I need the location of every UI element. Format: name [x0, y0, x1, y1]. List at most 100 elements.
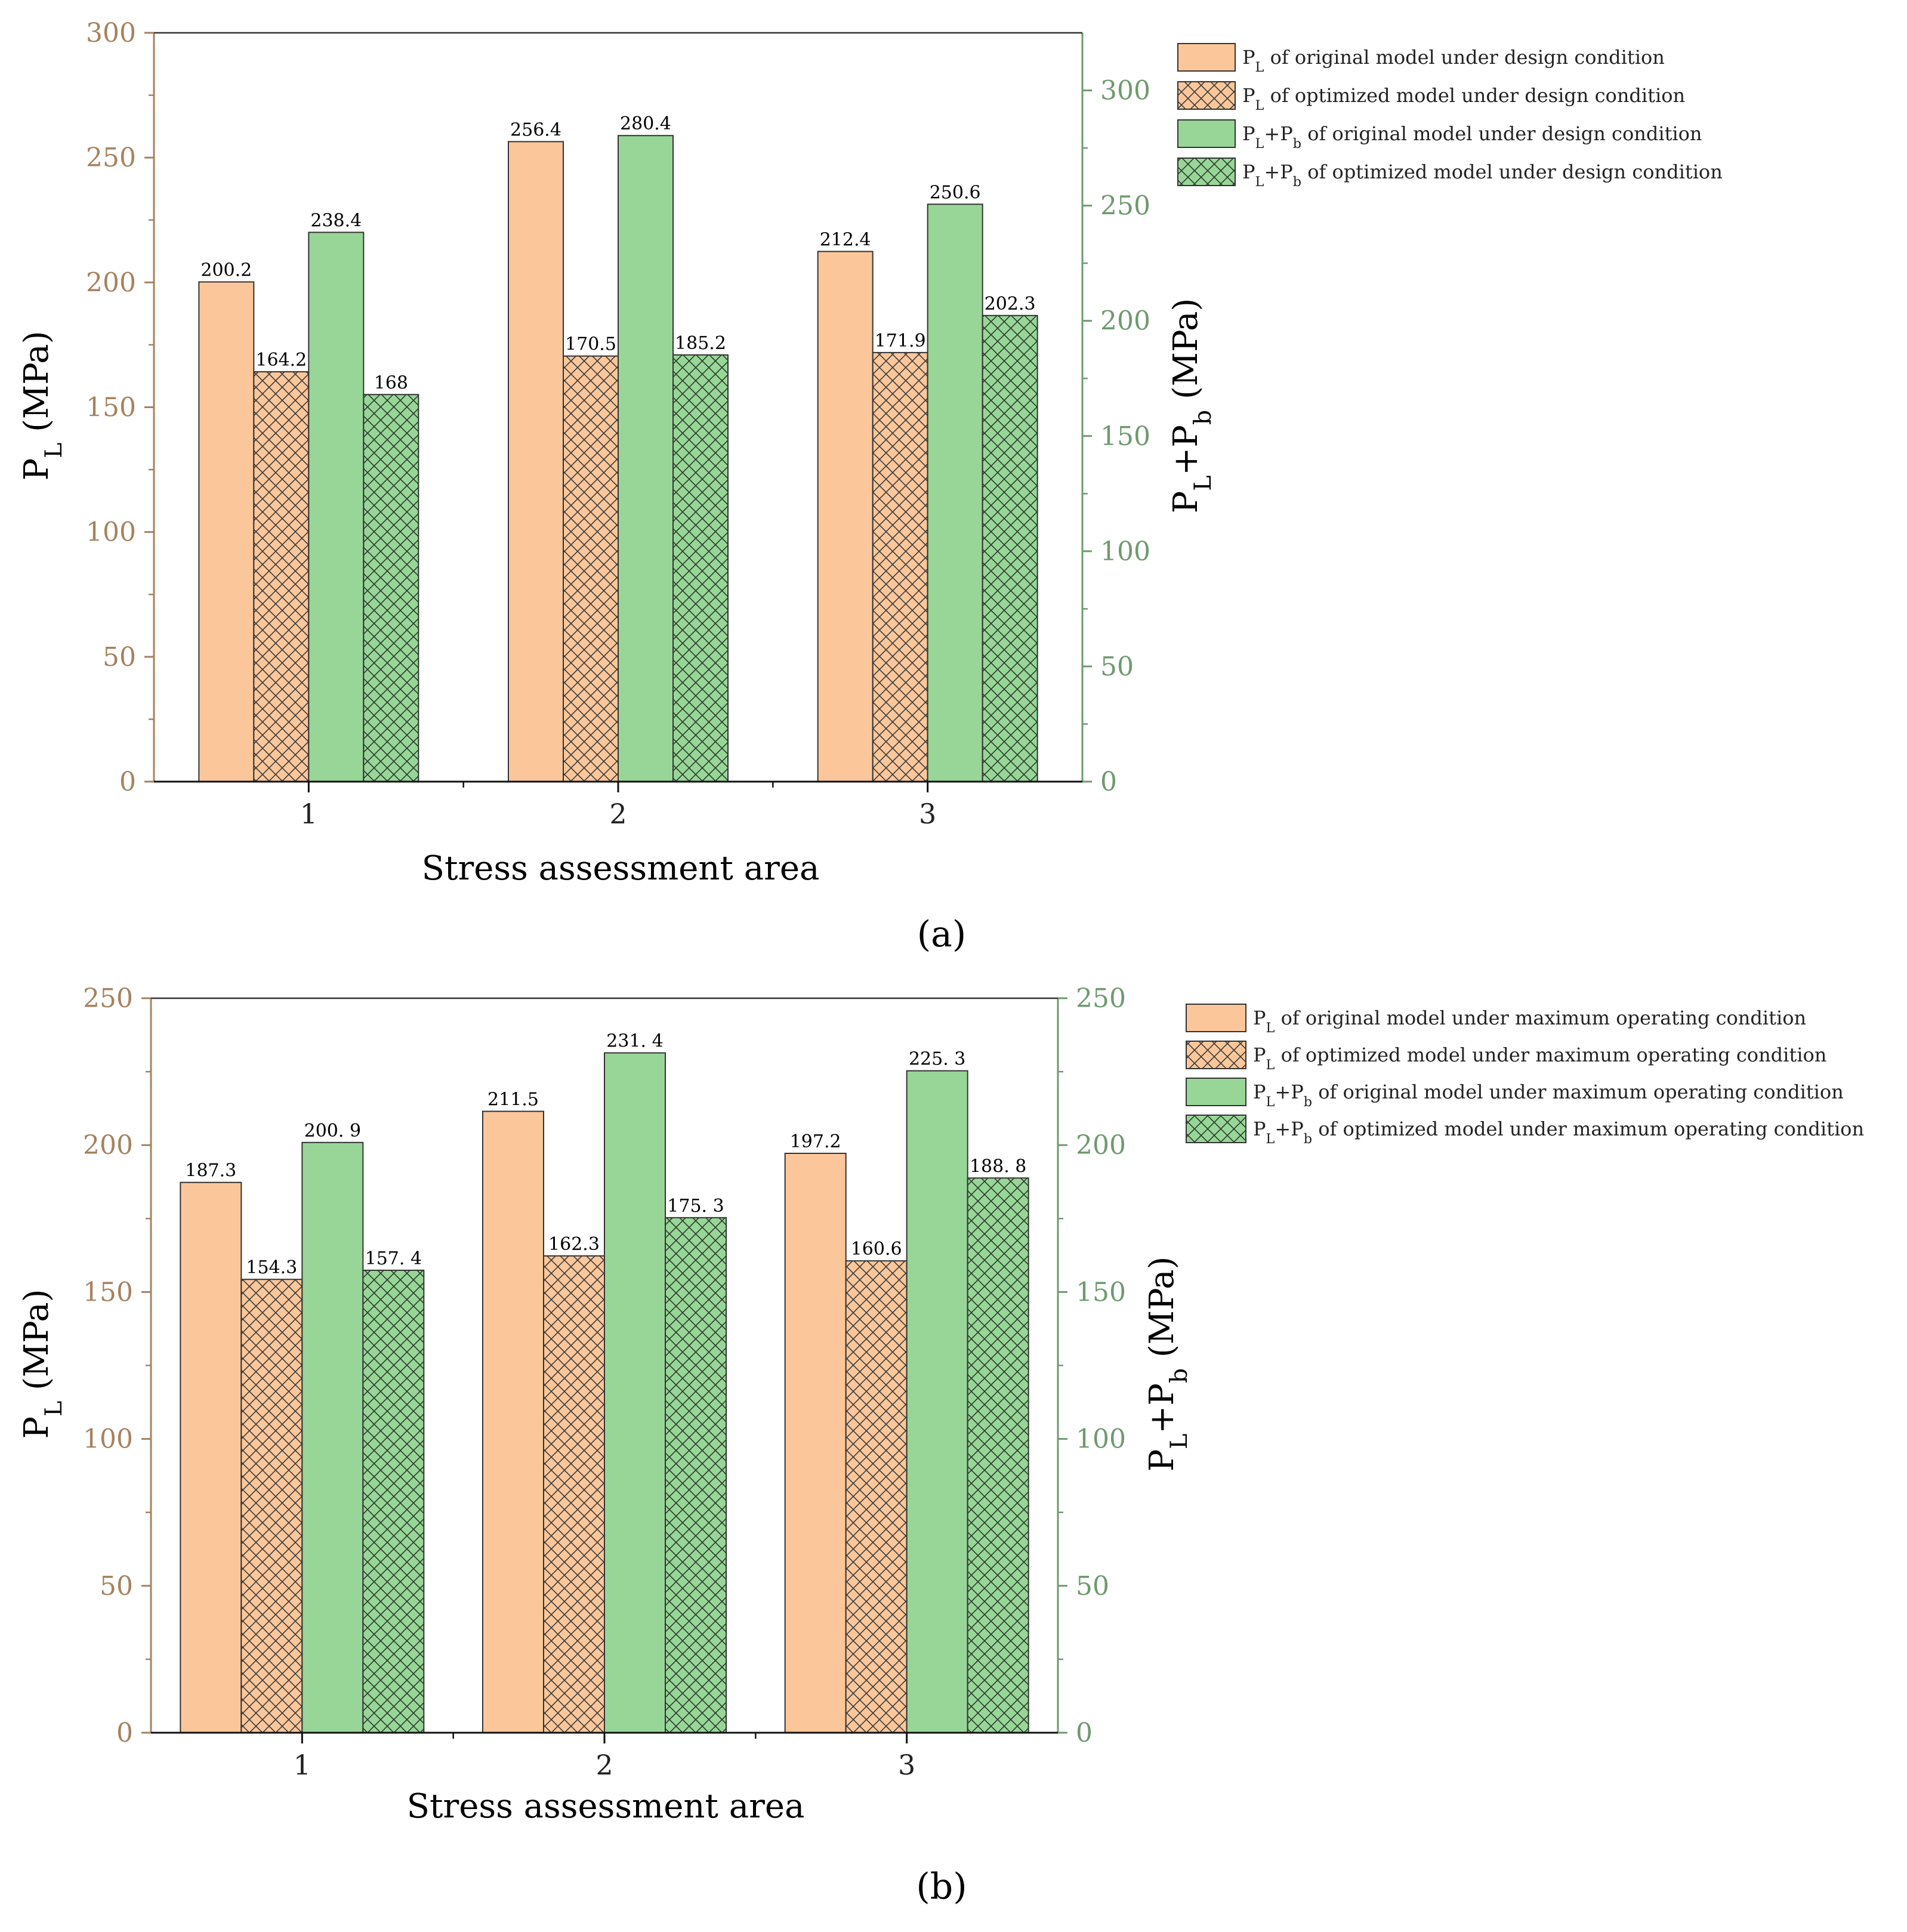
bar — [253, 371, 310, 782]
legend-swatch — [1186, 1004, 1246, 1032]
legend-entry: PL+Pb of optimized model under maximum o… — [1253, 1118, 1864, 1147]
data-label: 164.2 — [255, 350, 307, 371]
y-tick-label: 0 — [116, 1718, 133, 1748]
y2-tick-label: 150 — [1100, 421, 1150, 452]
bar — [508, 141, 564, 783]
x-tick-label: 2 — [609, 798, 627, 830]
data-label: 197.2 — [790, 1131, 841, 1152]
bar — [604, 1052, 666, 1733]
data-label: 157. 4 — [365, 1248, 422, 1269]
panel-label: (b) — [916, 1866, 967, 1908]
bar — [543, 1255, 605, 1733]
data-label: 202.3 — [985, 294, 1036, 314]
y2-tick-label: 200 — [1100, 306, 1150, 337]
legend-entry: PL+Pb of optimized model under design co… — [1242, 161, 1723, 190]
panel-label: (a) — [917, 913, 967, 955]
y2-tick-label: 50 — [1076, 1571, 1109, 1601]
data-label: 231. 4 — [606, 1031, 663, 1052]
y-tick-label: 0 — [119, 767, 136, 797]
legend-swatch — [1177, 158, 1236, 186]
y2-tick-label: 150 — [1076, 1277, 1126, 1307]
y-axis-title: PL (MPa) — [17, 1289, 67, 1439]
bar — [817, 251, 874, 782]
bar — [906, 1070, 968, 1733]
y-axis-title: PL (MPa) — [17, 331, 67, 480]
bar — [180, 1181, 242, 1733]
bar — [672, 354, 729, 782]
y-tick-label: 50 — [100, 1571, 133, 1601]
bar — [363, 394, 419, 782]
y2-tick-label: 250 — [1076, 983, 1126, 1014]
legend-entry: PL of original model under maximum opera… — [1253, 1007, 1806, 1036]
data-label: 238.4 — [310, 210, 362, 231]
x-tick-label: 3 — [898, 1749, 915, 1781]
bar — [482, 1110, 544, 1733]
y2-tick-label: 250 — [1100, 191, 1150, 221]
x-tick-label: 3 — [919, 798, 936, 830]
y2-tick-label: 100 — [1076, 1424, 1126, 1455]
data-label: 187.3 — [185, 1161, 236, 1181]
y2-tick-label: 200 — [1076, 1130, 1126, 1161]
data-label: 212.4 — [820, 229, 871, 250]
bar — [563, 355, 619, 782]
legend-swatch — [1177, 81, 1236, 110]
bar — [982, 314, 1038, 782]
y-tick-label: 200 — [86, 267, 136, 298]
x-tick-label: 1 — [294, 1749, 311, 1781]
legend-swatch — [1186, 1115, 1246, 1143]
data-label: 200. 9 — [304, 1121, 361, 1141]
bar — [301, 1141, 364, 1734]
bar — [927, 203, 983, 782]
x-axis-title: Stress assessment area — [422, 849, 820, 888]
legend-entry: PL of optimized model under maximum oper… — [1253, 1044, 1826, 1073]
bar — [967, 1177, 1029, 1733]
y-tick-label: 100 — [83, 1424, 133, 1455]
legend-entry: PL+Pb of original model under maximum op… — [1253, 1081, 1844, 1110]
y-tick-label: 250 — [86, 143, 136, 173]
data-label: 160.6 — [851, 1239, 902, 1260]
bar — [665, 1217, 727, 1733]
y2-tick-label: 300 — [1100, 76, 1150, 106]
y-tick-label: 300 — [86, 18, 136, 48]
y2-tick-label: 50 — [1100, 652, 1134, 682]
chart-panel-a: Stress assessment area (a) 200.2256.4212… — [17, 18, 1723, 955]
data-label: 154.3 — [246, 1257, 297, 1278]
data-label: 211.5 — [487, 1090, 539, 1110]
legend-swatch — [1177, 119, 1236, 148]
data-label: 171.9 — [875, 331, 926, 351]
x-axis-title: Stress assessment area — [407, 1787, 805, 1826]
data-label: 162.3 — [548, 1234, 600, 1255]
data-label: 188. 8 — [970, 1156, 1026, 1177]
y-tick-label: 100 — [86, 517, 136, 548]
chart-panel-b: Stress assessment area (b) 187.3 211.5 197… — [17, 983, 1864, 1908]
bar — [240, 1279, 303, 1733]
x-tick-label: 2 — [595, 1749, 613, 1781]
y-tick-label: 250 — [83, 983, 133, 1014]
data-label: 200.2 — [200, 260, 252, 280]
legend-entry: PL+Pb of original model under design con… — [1242, 122, 1702, 152]
y-tick-label: 50 — [103, 642, 136, 672]
y2-tick-label: 0 — [1076, 1718, 1093, 1748]
bar — [198, 281, 255, 783]
bar — [362, 1269, 425, 1733]
y-tick-label: 150 — [83, 1277, 133, 1307]
legend-entry: PL of original model under design condit… — [1242, 46, 1665, 75]
data-label: 168 — [374, 372, 408, 393]
legend-swatch — [1186, 1041, 1246, 1069]
data-label: 175. 3 — [667, 1196, 724, 1217]
y-tick-label: 150 — [86, 393, 136, 423]
bar — [872, 351, 928, 782]
bar — [845, 1260, 908, 1733]
legend-swatch — [1177, 43, 1236, 72]
legend-entry: PL of optimized model under design condi… — [1242, 84, 1685, 113]
y2-tick-label: 100 — [1100, 536, 1150, 567]
bar — [618, 135, 674, 782]
bar — [784, 1152, 847, 1733]
y2-axis-title: PL+Pb (MPa) — [1167, 298, 1217, 514]
y2-axis-title: PL+Pb (MPa) — [1143, 1257, 1193, 1472]
data-label: 225. 3 — [909, 1049, 965, 1070]
legend-swatch — [1186, 1078, 1246, 1106]
y-tick-label: 200 — [83, 1130, 133, 1161]
data-label: 250.6 — [930, 182, 981, 203]
